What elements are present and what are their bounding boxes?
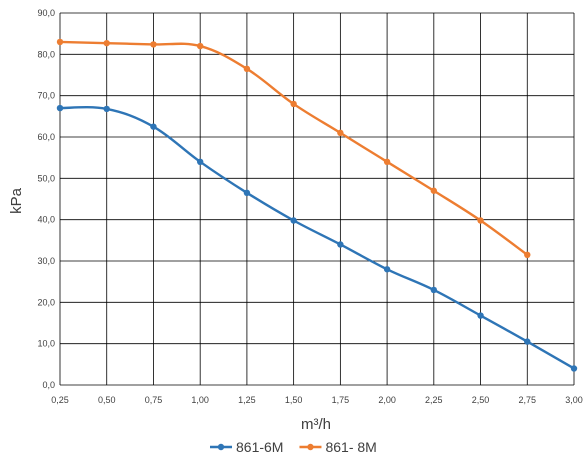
y-tick-label: 0,0 [42, 380, 55, 390]
y-tick-label: 60,0 [37, 132, 55, 142]
y-tick-label: 20,0 [37, 297, 55, 307]
data-point [290, 100, 297, 108]
data-point [524, 338, 531, 345]
data-point [196, 158, 204, 165]
data-point [103, 105, 110, 113]
data-point [150, 41, 157, 48]
data-point [383, 158, 391, 165]
data-point [477, 217, 484, 224]
data-point [430, 187, 438, 194]
x-tick-label: 1,25 [238, 395, 256, 405]
x-tick-label: 0,75 [145, 395, 163, 405]
tick-layer: 0,0 10,0 20,0 30,0 40,0 50,0 60,0 70,0 80,0 90,0 0… [37, 8, 582, 405]
y-tick-label: 10,0 [37, 339, 55, 349]
data-point [337, 129, 344, 137]
x-tick-label: 2,75 [519, 395, 537, 405]
legend-marker-2 [307, 443, 314, 451]
legend-label-2: 861- 8M [325, 439, 376, 455]
data-point [196, 42, 204, 50]
x-tick-label: 2,00 [378, 395, 396, 405]
x-tick-label: 0,50 [98, 395, 116, 405]
y-tick-label: 90,0 [37, 8, 55, 18]
y-axis-label: kPa [8, 187, 25, 214]
data-point [524, 251, 531, 258]
x-tick-label: 1,50 [285, 395, 303, 405]
y-tick-label: 70,0 [37, 91, 55, 101]
x-tick-label: 3,00 [565, 395, 583, 405]
x-tick-label: 1,00 [191, 395, 209, 405]
data-point [430, 286, 438, 294]
series-line-1 [59, 105, 575, 370]
legend-label-1: 861-6M [236, 439, 283, 455]
data-point [56, 38, 64, 46]
grid-layer [59, 12, 575, 386]
data-point [150, 123, 157, 130]
y-tick-label: 40,0 [37, 215, 55, 225]
data-point [56, 104, 64, 112]
x-tick-label: 2,25 [425, 395, 443, 405]
data-point [243, 189, 251, 196]
x-tick-label: 0,25 [51, 395, 69, 405]
y-tick-label: 80,0 [37, 49, 55, 59]
data-point [337, 241, 344, 248]
legend-marker-1 [217, 443, 225, 451]
y-tick-label: 50,0 [37, 173, 55, 183]
series-layer [56, 38, 578, 372]
data-point [290, 217, 297, 224]
y-tick-label: 30,0 [37, 256, 55, 266]
data-point [383, 266, 391, 273]
data-point [477, 312, 484, 319]
legend: 861-6M 861- 8M [210, 439, 377, 455]
x-tick-label: 2,50 [472, 395, 490, 405]
data-point [103, 39, 110, 47]
data-point [243, 65, 251, 73]
x-tick-label: 1,75 [332, 395, 350, 405]
x-axis-label: m³/h [301, 416, 331, 433]
data-point [570, 365, 578, 372]
